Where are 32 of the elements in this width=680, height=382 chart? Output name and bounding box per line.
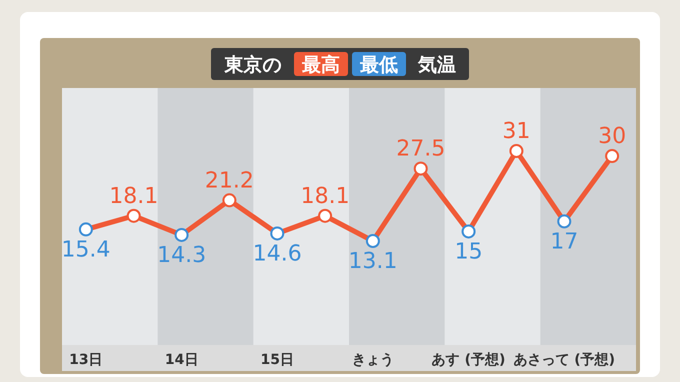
title: 東京の 最高 最低 気温 [211,48,469,80]
point [414,162,428,176]
data-label: 31 [502,119,530,144]
point [462,224,476,238]
x-tick-label: 14日 [164,352,198,368]
data-label: 18.1 [300,184,350,209]
data-label: 14.6 [252,241,302,266]
point [78,222,93,236]
data-label: 17 [550,229,578,254]
point [366,234,380,248]
point [318,208,332,223]
x-tick-label: きょう [352,352,394,368]
x-tick-label: 15日 [260,352,294,368]
data-label: 21.2 [204,168,254,194]
point [126,208,141,223]
point [509,144,524,158]
point [557,214,572,228]
data-label: 15 [454,239,483,264]
data-label: 15.4 [61,237,110,262]
data-label: 13.1 [348,249,398,274]
x-tick-label: 13日 [69,352,103,368]
point [270,226,284,240]
point [222,193,236,208]
data-label: 30 [598,124,626,150]
x-tick-label: あす (予想) [432,352,506,368]
data-label: 27.5 [396,136,446,162]
point [174,228,189,242]
data-label: 14.3 [157,242,206,268]
chart-title: 東京の 最高 最低 気温 [224,54,456,76]
x-tick-label: あさって (予想) [513,352,616,368]
data-label: 18.1 [109,184,158,209]
point [605,149,620,164]
